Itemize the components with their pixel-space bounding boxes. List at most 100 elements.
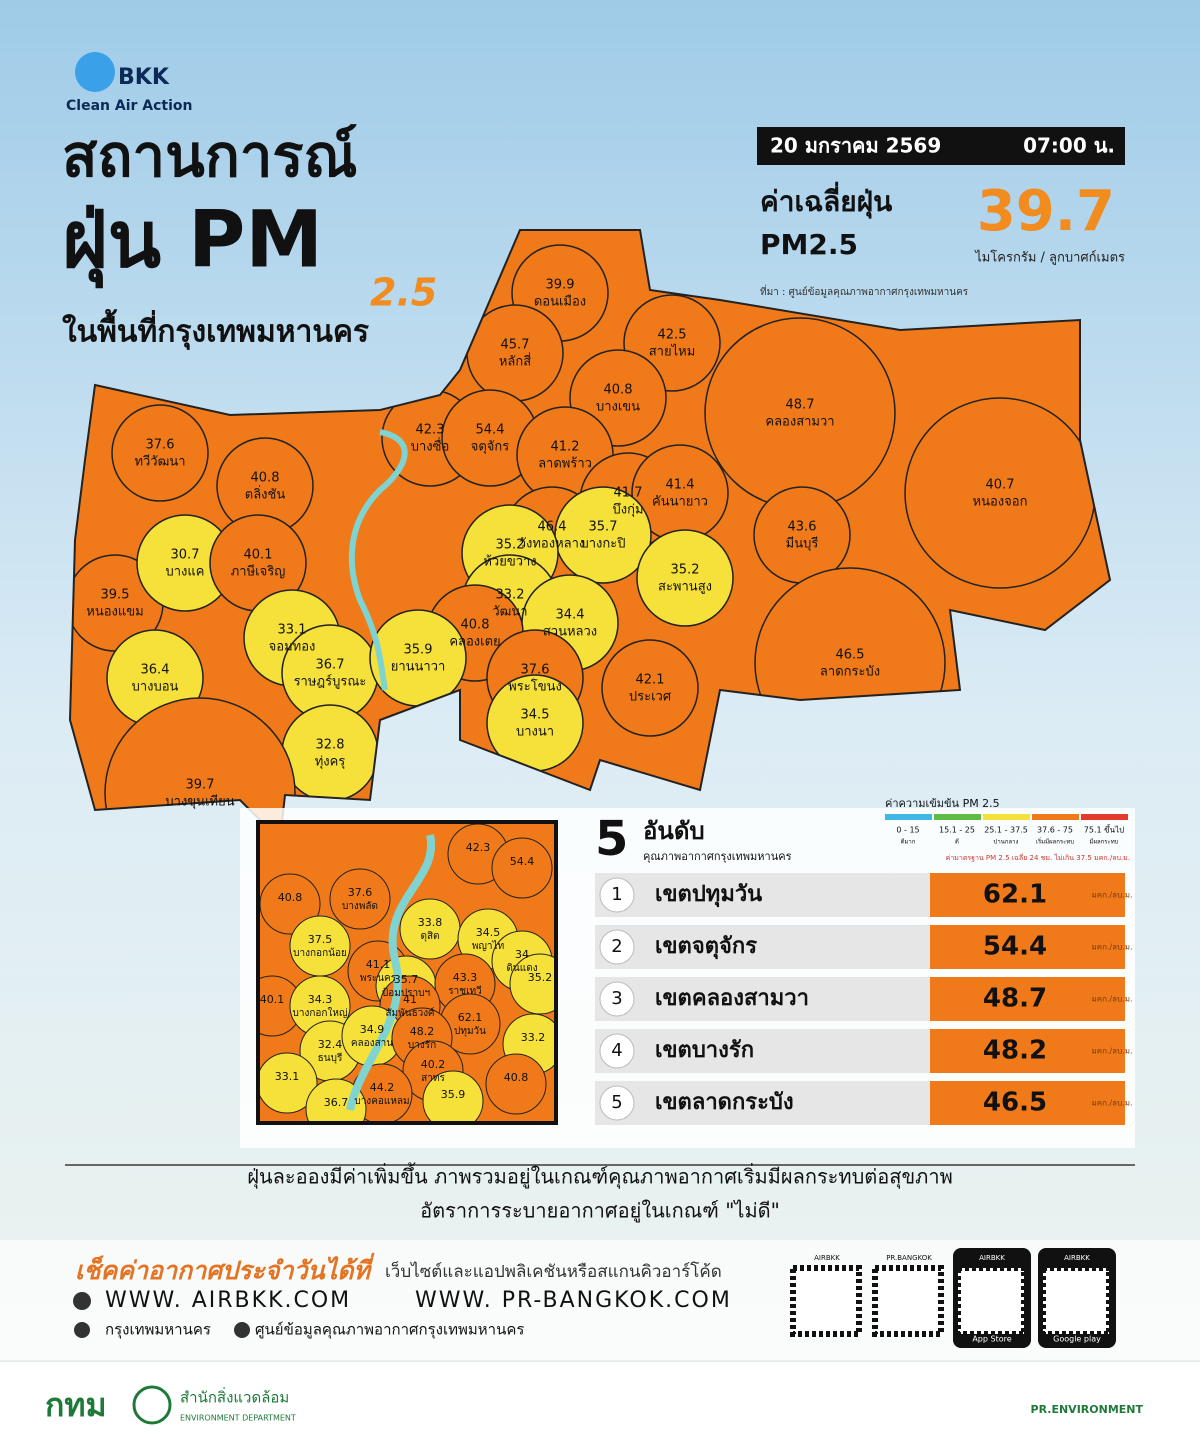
inset-value: 35.9 bbox=[441, 1088, 466, 1101]
rank-badge bbox=[599, 877, 635, 913]
district-name: สวนหลวง bbox=[543, 625, 597, 640]
rank-name: เขตบางรัก bbox=[655, 1038, 754, 1063]
district-value: 39.9 bbox=[546, 278, 575, 293]
agency-en: ENVIRONMENT DEPARTMENT bbox=[180, 1414, 296, 1423]
district bbox=[104, 697, 296, 840]
district-name: ทวีวัฒนา bbox=[134, 454, 185, 470]
district-value: 46.4 bbox=[538, 520, 567, 535]
district-value: 34.5 bbox=[521, 708, 550, 723]
district-name: มีนบุรี bbox=[786, 536, 819, 552]
inset-district bbox=[422, 1070, 484, 1123]
inset-district bbox=[485, 1053, 547, 1115]
inset-name: บางคอแหลม bbox=[354, 1096, 409, 1107]
inset-district bbox=[289, 915, 351, 977]
rank-unit: มคก./ลบ.ม. bbox=[1091, 891, 1132, 900]
rank-value: 46.5 bbox=[983, 1088, 1047, 1118]
brand-sub: Clean Air Action bbox=[66, 98, 192, 114]
inset-district bbox=[258, 1052, 318, 1114]
rank-badge bbox=[599, 981, 635, 1017]
rank-value-box bbox=[930, 977, 1125, 1021]
district-value: 41.4 bbox=[666, 478, 695, 493]
legend-title: ค่าความเข้มข้น PM 2.5 bbox=[885, 797, 1000, 810]
inset-name: สัมพันธวงศ์ bbox=[385, 1007, 435, 1019]
district bbox=[601, 639, 699, 737]
inset-value: 37.5 bbox=[308, 933, 333, 946]
qr-label: PR.BANGKOK bbox=[886, 1254, 932, 1262]
district-value: 32.8 bbox=[316, 738, 345, 753]
district-name: คลองสามวา bbox=[765, 415, 834, 430]
rank-name: เขตจตุจักร bbox=[655, 934, 757, 960]
agency-short: กทม bbox=[45, 1386, 107, 1424]
district-name: บางนา bbox=[516, 725, 554, 740]
inset-value: 48.2 bbox=[410, 1025, 435, 1038]
rank-name: เขตปทุมวัน bbox=[655, 882, 762, 908]
rank-index: 2 bbox=[611, 936, 622, 957]
district-value: 45.7 bbox=[501, 338, 530, 353]
district bbox=[636, 529, 734, 627]
district-value: 35.2 bbox=[671, 563, 700, 578]
inset-value: 40.1 bbox=[260, 993, 285, 1006]
district-name: บางแค bbox=[166, 565, 205, 580]
district-value: 39.7 bbox=[186, 778, 215, 793]
legend-label: มีผลกระทบ bbox=[1089, 838, 1118, 846]
inset-value: 35.7 bbox=[394, 973, 419, 986]
rank-subtitle: คุณภาพอากาศกรุงเทพมหานคร bbox=[643, 850, 792, 863]
map bbox=[70, 244, 1096, 840]
river bbox=[346, 834, 436, 1111]
district-name: บางขุนเทียน bbox=[165, 794, 234, 810]
bottom-bar bbox=[0, 1362, 1200, 1451]
legend-note: ค่ามาตรฐาน PM 2.5 เฉลี่ย 24 ชม. ไม่เกิน … bbox=[946, 853, 1130, 862]
inset-value: 40.2 bbox=[421, 1058, 446, 1071]
district-name: ลาดพร้าว bbox=[538, 457, 592, 472]
legend-swatch bbox=[885, 814, 932, 820]
avg-label: ค่าเฉลี่ยฝุ่น bbox=[760, 181, 892, 219]
legend-range: 0 - 15 bbox=[896, 826, 919, 835]
inset-frame bbox=[256, 820, 558, 1125]
inset-map bbox=[258, 823, 556, 1123]
district-name: จตุจักร bbox=[471, 440, 510, 455]
district-name: ห้วยขวาง bbox=[483, 555, 536, 570]
district bbox=[704, 317, 896, 509]
district-name: สะพานสูง bbox=[658, 580, 712, 595]
district-value: 37.6 bbox=[146, 438, 175, 453]
district-value: 40.7 bbox=[986, 478, 1015, 493]
inset-value: 41 bbox=[403, 993, 417, 1006]
inset-name: ดุสิต bbox=[420, 931, 439, 942]
district bbox=[281, 704, 379, 802]
rank-name: เขตลาดกระบัง bbox=[655, 1090, 794, 1115]
inset-value: 34.3 bbox=[308, 993, 333, 1006]
legend-range: 37.6 - 75 bbox=[1037, 826, 1073, 835]
inset-value: 34.9 bbox=[360, 1023, 385, 1036]
district-value: 37.6 bbox=[521, 663, 550, 678]
rank-value-box bbox=[930, 925, 1125, 969]
district-value: 36.7 bbox=[316, 658, 345, 673]
inset-name: ปทุมวัน bbox=[454, 1026, 486, 1037]
agency-logo bbox=[132, 1385, 172, 1425]
inset-value: 33.8 bbox=[418, 916, 443, 929]
inset-value: 34 bbox=[515, 948, 529, 961]
district-name: ภาษีเจริญ bbox=[231, 564, 286, 580]
inset-value: 42.3 bbox=[466, 841, 491, 854]
district-value: 48.7 bbox=[786, 398, 815, 413]
river bbox=[348, 429, 408, 691]
inset-district bbox=[399, 898, 461, 960]
inset-value: 36.7 bbox=[324, 1096, 349, 1109]
legend-label: ปานกลาง bbox=[994, 839, 1019, 846]
inset-value: 34.5 bbox=[476, 926, 501, 939]
district-value: 41.7 bbox=[614, 486, 643, 501]
district-value: 30.7 bbox=[171, 548, 200, 563]
avg-unit: ไมโครกรัม / ลูกบาศก์เมตร bbox=[974, 250, 1125, 266]
inset-value: 37.6 bbox=[348, 886, 373, 899]
district-value: 34.4 bbox=[556, 608, 585, 623]
summary: ฝุ่นละอองมีค่าเพิ่มขึ้น ภาพรวมอยู่ในเกณฑ… bbox=[247, 1163, 953, 1190]
rank-name: เขตคลองสามวา bbox=[655, 986, 809, 1011]
legend-swatch bbox=[983, 814, 1030, 820]
icon-fb bbox=[74, 1322, 90, 1338]
district-value: 39.5 bbox=[101, 588, 130, 603]
district-value: 35.2 bbox=[496, 538, 525, 553]
check: เช็คค่าอากาศประจำวันได้ที่ bbox=[75, 1252, 375, 1285]
district-name: บางกะปิ bbox=[580, 537, 625, 552]
brand: BKK bbox=[118, 65, 170, 90]
qr-code bbox=[1040, 1265, 1112, 1337]
district-name: หลักสี่ bbox=[499, 353, 531, 370]
